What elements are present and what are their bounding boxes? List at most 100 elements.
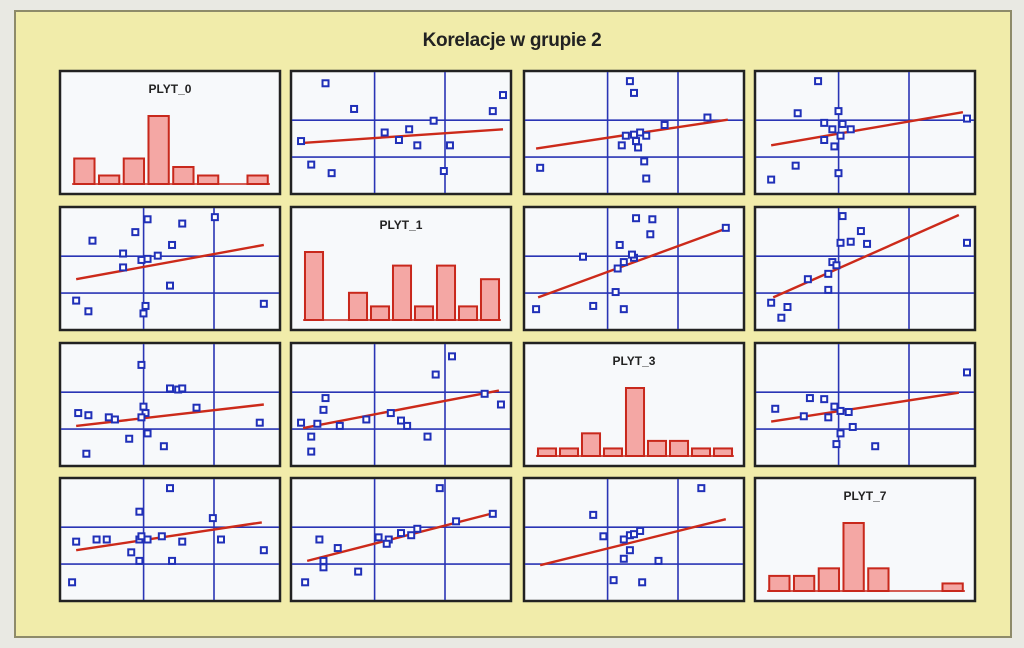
hist-bar-r1c1-7 bbox=[457, 305, 479, 321]
point-r0c2-6 bbox=[636, 128, 645, 137]
point-r1c0-12 bbox=[72, 296, 81, 305]
point-r2c3-10 bbox=[836, 429, 845, 438]
point-r1c0-5 bbox=[168, 240, 177, 249]
point-r0c2-12 bbox=[703, 113, 712, 122]
point-r1c0-11 bbox=[166, 281, 174, 290]
panel-r2c3 bbox=[753, 341, 977, 468]
point-r1c3-4 bbox=[863, 239, 872, 248]
hist-bar-r0c0-5 bbox=[196, 174, 220, 185]
hist-bar-r2c2-6 bbox=[668, 439, 690, 457]
point-r0c3-13 bbox=[963, 114, 971, 123]
point-r3c1-12 bbox=[319, 563, 328, 572]
point-r2c3-11 bbox=[832, 440, 841, 449]
hist-bar-r3c3-7 bbox=[941, 582, 964, 593]
point-r2c3-8 bbox=[771, 404, 780, 413]
point-r3c0-10 bbox=[102, 535, 111, 544]
point-r2c0-14 bbox=[125, 434, 134, 443]
hist-bar-r3c3-2 bbox=[817, 567, 841, 592]
point-r0c2-13 bbox=[536, 163, 545, 172]
point-r3c1-13 bbox=[354, 567, 363, 576]
point-r0c3-12 bbox=[767, 175, 776, 184]
point-r2c0-4 bbox=[139, 402, 148, 411]
point-r0c1-7 bbox=[380, 128, 389, 137]
point-r2c3-7 bbox=[799, 412, 808, 421]
point-r3c1-4 bbox=[407, 531, 416, 540]
point-r1c3-0 bbox=[838, 212, 847, 221]
point-r1c2-2 bbox=[646, 230, 655, 239]
point-r3c2-10 bbox=[609, 576, 618, 585]
point-r0c2-0 bbox=[625, 77, 634, 86]
hist-bar-r2c2-1 bbox=[558, 447, 580, 458]
panel-r2c1 bbox=[289, 341, 513, 468]
panel-r0c0 bbox=[58, 69, 282, 196]
point-r3c1-1 bbox=[488, 509, 497, 518]
point-r0c3-1 bbox=[793, 109, 802, 118]
point-r1c0-4 bbox=[88, 236, 97, 245]
hist-bar-r3c3-4 bbox=[867, 567, 890, 592]
hist-bar-r3c3-3 bbox=[842, 522, 865, 592]
point-r3c2-3 bbox=[619, 535, 628, 544]
panel-r1c0 bbox=[58, 205, 282, 332]
hist-bar-r2c2-4 bbox=[624, 387, 646, 457]
point-r1c2-5 bbox=[627, 250, 636, 259]
hist-bar-r2c2-0 bbox=[536, 447, 558, 458]
point-r2c0-10 bbox=[74, 409, 83, 418]
point-r1c0-1 bbox=[178, 219, 187, 228]
hist-bar-r3c3-0 bbox=[768, 574, 791, 593]
point-r2c1-7 bbox=[362, 415, 371, 424]
point-r0c1-8 bbox=[413, 141, 422, 150]
point-r1c3-11 bbox=[783, 303, 792, 312]
point-r1c3-6 bbox=[832, 261, 841, 270]
point-r3c0-6 bbox=[178, 537, 187, 546]
point-r3c2-1 bbox=[589, 510, 598, 519]
point-r1c2-3 bbox=[615, 240, 624, 249]
hist-bar-r1c1-2 bbox=[347, 291, 369, 321]
point-r1c0-3 bbox=[131, 228, 140, 237]
point-r1c2-0 bbox=[632, 214, 641, 223]
point-r0c3-7 bbox=[838, 119, 847, 128]
point-r2c1-8 bbox=[335, 421, 344, 430]
point-r0c1-5 bbox=[307, 160, 316, 169]
hist-bar-r1c1-8 bbox=[479, 278, 501, 322]
point-r2c0-5 bbox=[141, 409, 150, 418]
point-r0c1-9 bbox=[429, 116, 438, 125]
panel-r0c1 bbox=[289, 69, 513, 196]
point-r3c0-15 bbox=[259, 546, 268, 555]
point-r2c1-5 bbox=[397, 416, 405, 425]
point-r2c0-13 bbox=[143, 429, 152, 438]
point-r3c2-8 bbox=[654, 556, 663, 565]
hist-bar-r1c1-6 bbox=[435, 264, 457, 322]
hist-bar-r2c2-2 bbox=[580, 432, 602, 458]
point-r3c0-14 bbox=[135, 556, 144, 565]
chart-title: Korelacje w grupie 2 bbox=[422, 30, 602, 51]
point-r2c3-3 bbox=[830, 402, 839, 411]
point-r0c1-10 bbox=[445, 141, 454, 150]
point-r2c1-14 bbox=[307, 447, 316, 456]
hist-label-r2c2: PLYT_3 bbox=[613, 354, 656, 368]
point-r1c0-0 bbox=[143, 215, 152, 224]
panel-r2c0 bbox=[58, 341, 282, 468]
point-r0c3-8 bbox=[846, 125, 855, 134]
point-r3c2-6 bbox=[636, 526, 645, 535]
hist-label-r3c3: PLYT_7 bbox=[844, 489, 887, 503]
point-r1c2-6 bbox=[619, 258, 628, 267]
point-r2c1-0 bbox=[448, 352, 456, 361]
point-r2c1-9 bbox=[313, 419, 322, 428]
point-r3c0-1 bbox=[135, 507, 144, 516]
point-r0c1-11 bbox=[439, 167, 448, 176]
panel-r0c3 bbox=[753, 69, 977, 196]
point-r3c1-3 bbox=[413, 524, 422, 533]
point-r3c0-5 bbox=[157, 532, 166, 541]
point-r0c3-11 bbox=[791, 161, 800, 170]
point-r1c3-3 bbox=[836, 238, 845, 247]
point-r0c3-10 bbox=[834, 169, 843, 178]
point-r3c2-9 bbox=[619, 554, 628, 563]
point-r2c3-9 bbox=[848, 422, 857, 431]
point-r1c3-12 bbox=[777, 313, 786, 322]
point-r3c1-11 bbox=[319, 556, 328, 565]
panel-r1c3 bbox=[753, 205, 977, 332]
point-r3c0-0 bbox=[166, 484, 174, 493]
point-r2c0-15 bbox=[159, 442, 168, 451]
point-r0c1-4 bbox=[405, 125, 414, 134]
point-r1c2-11 bbox=[619, 305, 628, 314]
